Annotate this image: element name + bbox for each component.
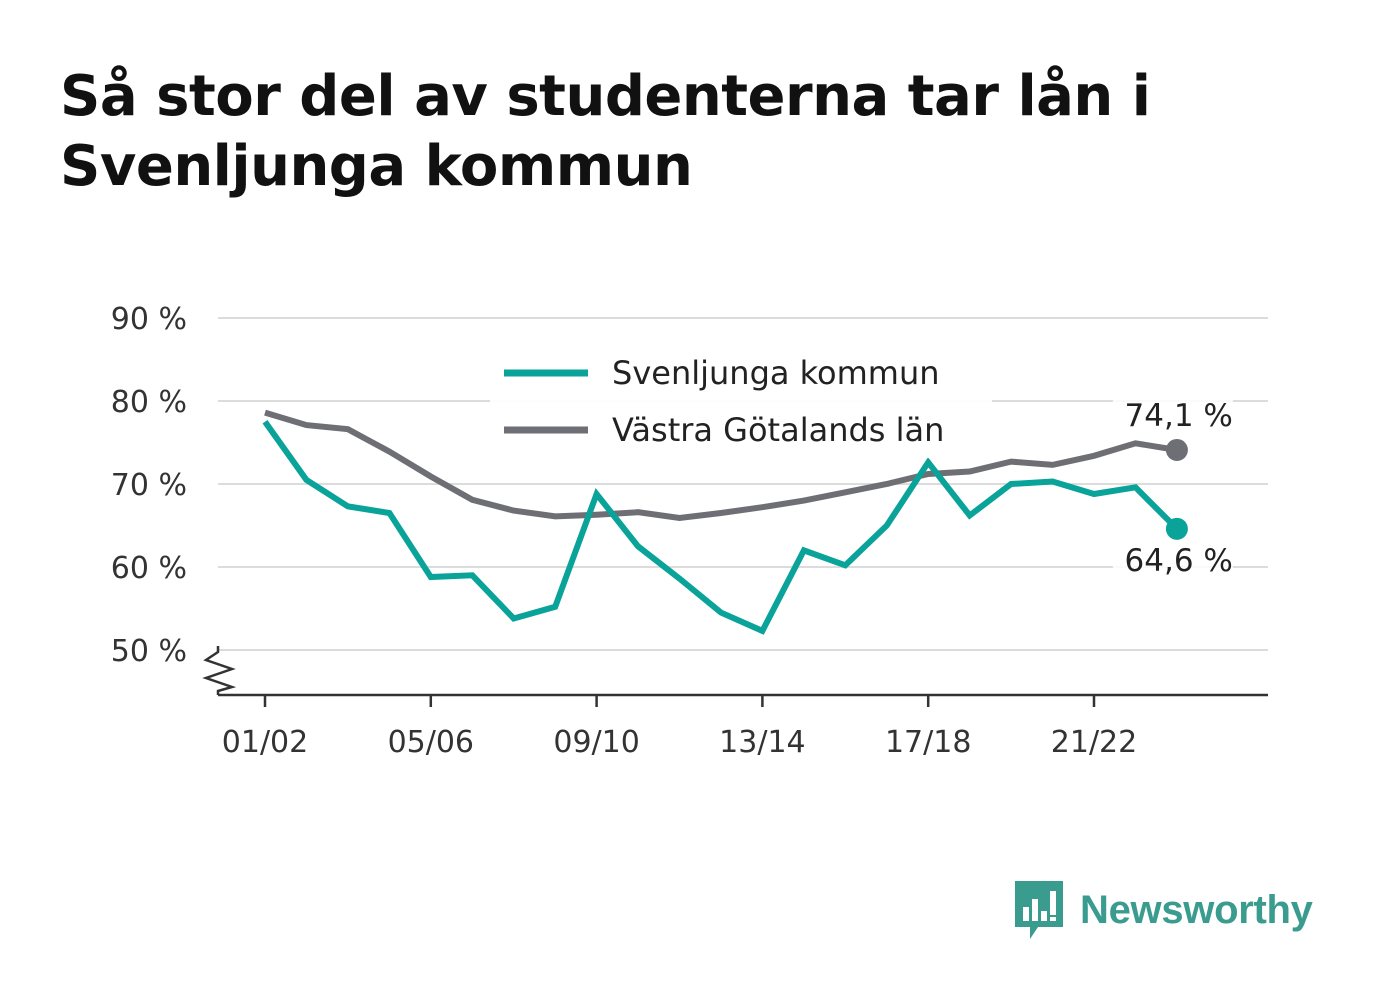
y-axis-break-icon (202, 646, 237, 695)
y-tick-label: 70 % (111, 468, 187, 503)
end-labels: 74,1 % 64,6 % (1112, 395, 1233, 581)
x-axis (202, 646, 1268, 697)
y-axis-tick-labels: 50 % 60 % 70 % 80 % 90 % (111, 302, 187, 669)
end-point-vastra-gotaland (1165, 438, 1188, 461)
y-tick-label: 60 % (111, 551, 187, 586)
brand-logo: Newsworthy (1012, 878, 1313, 942)
series-line-svenljunga (262, 420, 1180, 635)
y-tick-label: 50 % (111, 634, 187, 669)
legend-label: Västra Götalands län (612, 411, 944, 449)
grid-lines (218, 317, 1268, 651)
y-tick-label: 80 % (111, 385, 187, 420)
x-tick-label: 13/14 (719, 725, 805, 760)
legend-label: Svenljunga kommun (612, 354, 940, 392)
legend: Svenljunga kommun Västra Götalands län (490, 346, 992, 458)
brand-name: Newsworthy (1080, 887, 1313, 932)
chart-title: Så stor del av studenterna tar lån i Sve… (60, 64, 1151, 199)
end-label-background (1112, 540, 1233, 581)
y-tick-label: 90 % (111, 302, 187, 337)
end-label-vastra-gotaland: 74,1 % (1125, 398, 1233, 434)
x-tick-label: 09/10 (553, 725, 639, 760)
x-tick-label: 21/22 (1051, 725, 1137, 760)
end-label-svenljunga: 64,6 % (1125, 543, 1233, 579)
bar-chart-speech-bubble-icon (1015, 881, 1063, 939)
x-tick-label: 05/06 (388, 725, 474, 760)
legend-background (490, 346, 992, 458)
series-lines (262, 409, 1188, 635)
series-line-vastra-gotaland (264, 409, 1178, 522)
end-point-svenljunga (1165, 517, 1188, 540)
end-label-background (1112, 395, 1233, 436)
x-tick-label: 01/02 (222, 725, 308, 760)
x-axis-tick-labels: 01/02 05/06 09/10 13/14 17/18 21/22 (222, 695, 1137, 760)
x-tick-label: 17/18 (885, 725, 971, 760)
